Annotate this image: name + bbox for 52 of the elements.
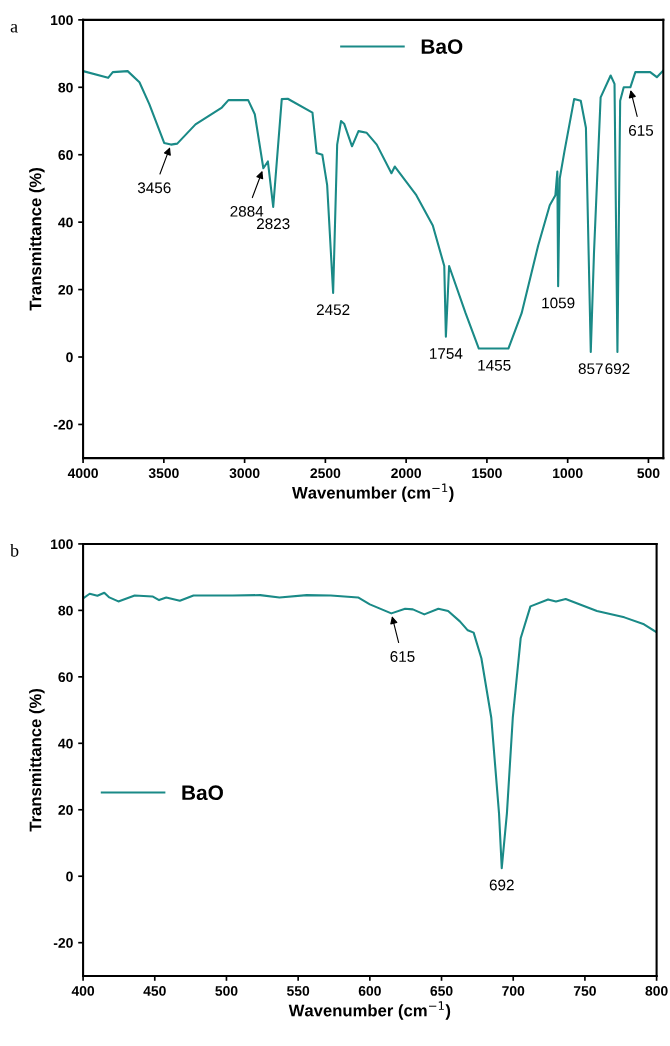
annotation: 1754 [430,348,463,359]
text: b [10,543,19,557]
y-tick-label: 100 [51,15,73,26]
y-axis-title: Transmittance (%) [29,168,45,311]
x-tick-label: 800 [645,986,668,996]
x-tick-label: 1500 [472,468,502,479]
x-tick-label: 600 [358,986,381,996]
x-tick-label: 700 [502,986,525,996]
x-tick-label: 3500 [148,468,179,479]
annotation: 692 [605,363,630,375]
y-tick-label: 60 [58,672,73,683]
y-tick-label: 20 [58,805,73,815]
annotation: 2884 [230,205,264,217]
y-axis-title: Transmittance (%) [29,688,45,832]
annotation: 857 [578,363,603,375]
annotation: 615 [629,125,654,136]
annotation: 1059 [542,297,575,309]
text: a [10,23,18,33]
x-tick-label: 400 [71,986,95,996]
annotation: 615 [390,651,415,662]
legend-label: BaO [182,785,223,801]
annotation: 692 [489,879,514,891]
y-tick-label: -20 [53,419,73,430]
x-tick-label: 750 [573,986,596,996]
y-tick-label: 80 [58,82,73,93]
x-axis-title: Wavenumber (cm$^{−1}$) [292,483,454,502]
y-tick-label: 0 [66,871,73,882]
x-tick-label: 500 [637,468,660,479]
x-tick-label: 1000 [553,468,583,479]
annotation: 2452 [316,304,350,316]
y-tick-label: -20 [53,938,73,948]
y-tick-label: 20 [58,284,73,295]
x-tick-label: 3000 [229,468,260,479]
annotation: 2823 [256,218,290,230]
y-tick-label: 0 [66,352,73,363]
legend-label: BaO [421,39,463,54]
x-tick-label: 550 [286,986,310,996]
x-tick-label: 2500 [310,468,341,479]
y-tick-label: 80 [58,605,73,616]
y-tick-label: 40 [58,217,73,228]
y-tick-label: 40 [58,738,73,749]
annotation: 1455 [478,360,511,371]
y-tick-label: 100 [51,539,73,550]
x-axis-title: Wavenumber (cm$^{−1}$) [288,1001,451,1020]
y-tick-label: 60 [58,150,73,160]
x-tick-label: 2000 [391,468,422,479]
x-tick-label: 4000 [67,468,98,479]
annotation: 3456 [137,182,171,194]
x-tick-label: 500 [215,986,238,996]
x-tick-label: 650 [430,986,453,996]
x-tick-label: 450 [143,986,166,996]
line-series [83,591,657,870]
